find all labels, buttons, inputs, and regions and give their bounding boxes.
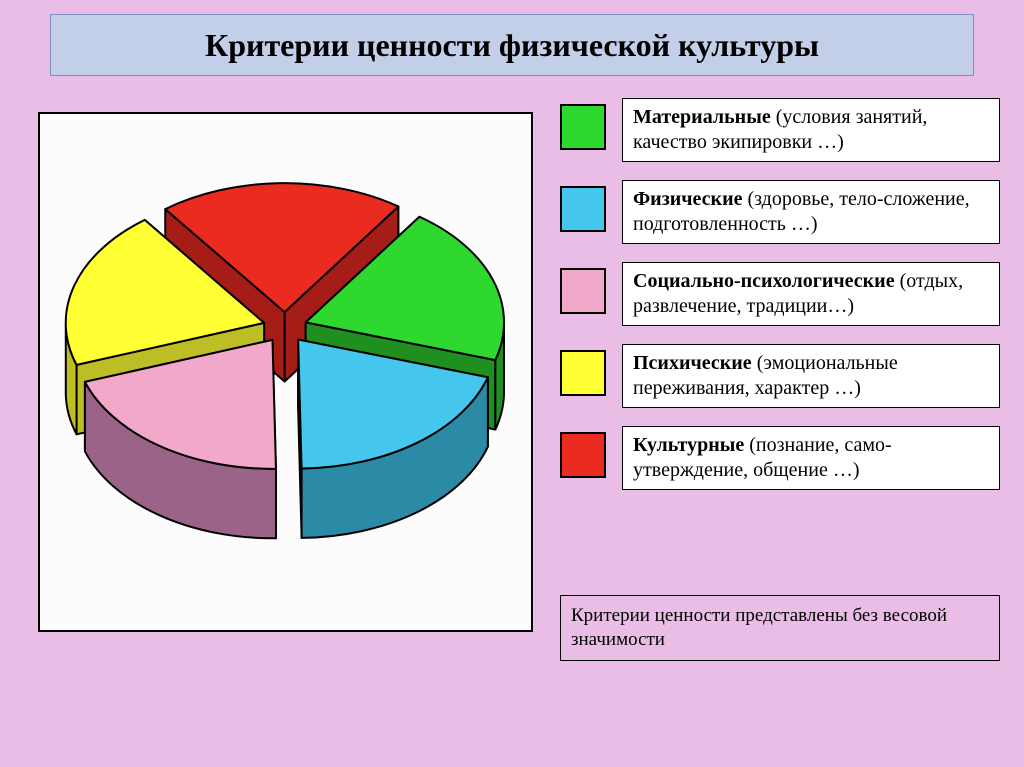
legend-swatch [560, 186, 606, 232]
legend-text: Культурные (познание, само-утверждение, … [622, 426, 1000, 490]
legend-bold: Психические [633, 352, 757, 374]
legend-swatch [560, 350, 606, 396]
legend-bold: Социально-психологические [633, 270, 895, 292]
page-title-bar: Критерии ценности физической культуры [50, 14, 974, 76]
legend: Материальные (условия занятий, качество … [560, 98, 1000, 508]
page-title: Критерии ценности физической культуры [205, 27, 819, 64]
pie-chart [40, 114, 531, 630]
legend-row: Культурные (познание, само-утверждение, … [560, 426, 1000, 490]
legend-text: Физические (здоровье, тело-сложение, под… [622, 180, 1000, 244]
legend-row: Психические (эмоциональные переживания, … [560, 344, 1000, 408]
legend-row: Социально-психологические (отдых, развле… [560, 262, 1000, 326]
note-box: Критерии ценности представлены без весов… [560, 595, 1000, 661]
legend-swatch [560, 432, 606, 478]
legend-text: Психические (эмоциональные переживания, … [622, 344, 1000, 408]
legend-text: Материальные (условия занятий, качество … [622, 98, 1000, 162]
legend-row: Физические (здоровье, тело-сложение, под… [560, 180, 1000, 244]
legend-bold: Физические [633, 188, 747, 210]
legend-bold: Культурные [633, 434, 749, 456]
legend-swatch [560, 104, 606, 150]
legend-bold: Материальные [633, 106, 776, 128]
legend-row: Материальные (условия занятий, качество … [560, 98, 1000, 162]
note-text: Критерии ценности представлены без весов… [571, 605, 947, 650]
legend-text: Социально-психологические (отдых, развле… [622, 262, 1000, 326]
legend-swatch [560, 268, 606, 314]
pie-chart-frame [38, 112, 533, 632]
